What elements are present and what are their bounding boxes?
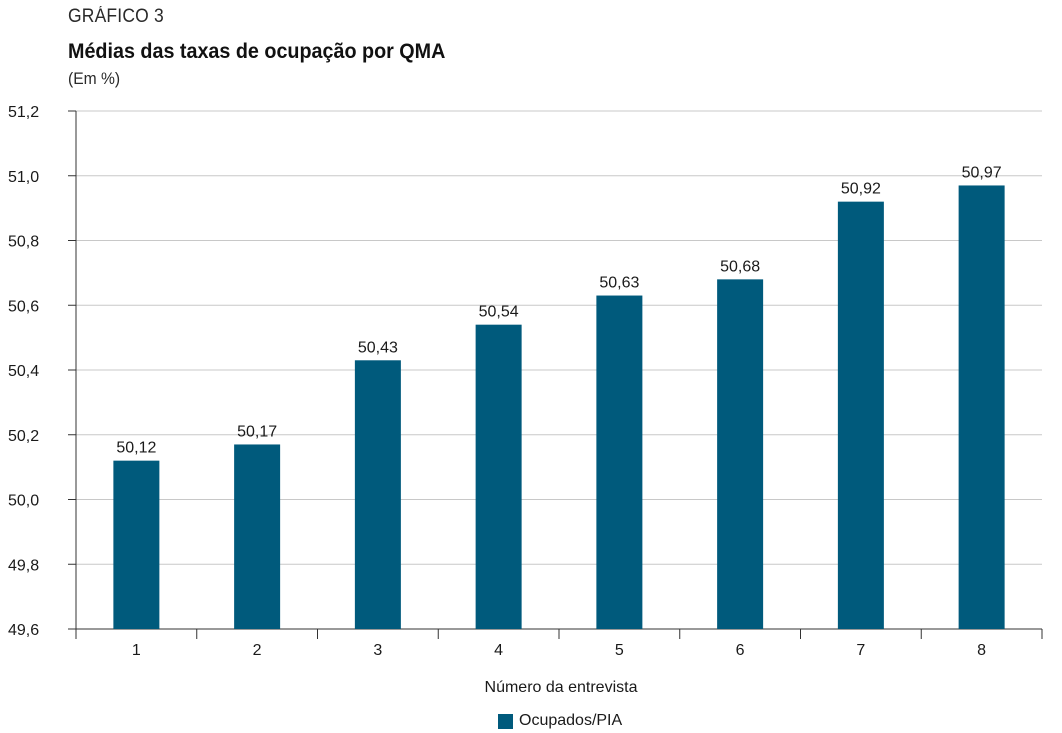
data-label: 50,54 <box>479 304 519 321</box>
x-tick-label: 3 <box>373 642 382 659</box>
x-tick-label: 7 <box>856 642 865 659</box>
y-tick-label: 50,0 <box>8 493 39 510</box>
y-tick-label: 49,8 <box>8 557 39 574</box>
data-label: 50,12 <box>116 440 156 457</box>
y-tick-label: 51,2 <box>8 104 39 121</box>
chart-title: Médias das taxas de ocupação por QMA <box>68 40 446 63</box>
chart-subtitle: (Em %) <box>68 69 121 88</box>
x-tick-label: 6 <box>736 642 745 659</box>
data-label: 50,92 <box>841 181 881 198</box>
data-label: 50,68 <box>720 258 760 275</box>
x-tick-label: 8 <box>977 642 986 659</box>
bar <box>596 295 643 629</box>
data-label: 50,97 <box>962 164 1002 181</box>
bar <box>958 185 1005 629</box>
bar <box>354 360 401 629</box>
data-label: 50,17 <box>237 423 277 440</box>
y-tick-label: 50,8 <box>8 234 39 251</box>
x-tick-label: 1 <box>132 642 141 659</box>
y-tick-label: 51,0 <box>8 169 39 186</box>
x-axis-title: Número da entrevista <box>485 679 638 696</box>
data-label: 50,43 <box>358 339 398 356</box>
bar <box>113 460 160 629</box>
bar <box>837 201 884 629</box>
bar <box>717 279 764 629</box>
chart-kicker: GRÁFICO 3 <box>68 6 164 27</box>
x-tick-label: 5 <box>615 642 624 659</box>
x-tick-label: 2 <box>253 642 262 659</box>
chart-legend: Ocupados/PIA <box>498 712 622 730</box>
y-tick-label: 50,6 <box>8 298 39 315</box>
x-tick-label: 4 <box>494 642 503 659</box>
data-label: 50,63 <box>599 275 639 292</box>
y-tick-label: 50,4 <box>8 363 39 380</box>
legend-swatch <box>498 713 513 729</box>
y-tick-label: 49,6 <box>8 622 39 639</box>
legend-label: Ocupados/PIA <box>519 712 623 729</box>
bar <box>475 324 522 629</box>
y-tick-label: 50,2 <box>8 428 39 445</box>
bar <box>234 444 281 629</box>
